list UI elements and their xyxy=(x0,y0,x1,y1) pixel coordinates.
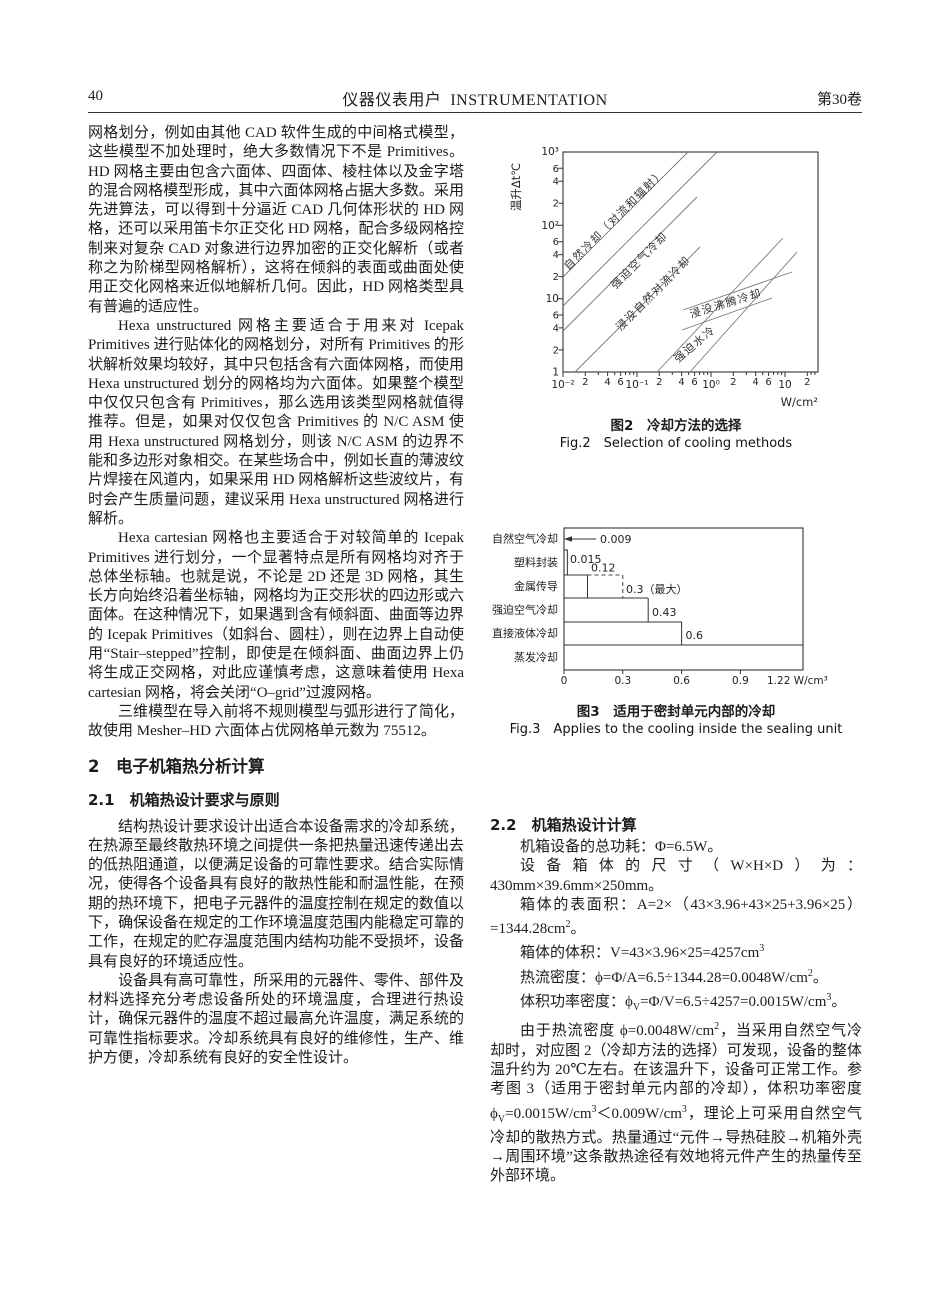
value-label: 0.3（最大） xyxy=(626,582,688,596)
paragraph-model-simplify: 三维模型在导入前将不规则模型与弧形进行了简化，故使用 Mesher–HD 六面体… xyxy=(88,703,464,740)
x-tick-label: 2 xyxy=(582,377,588,388)
section-2-2-heading: 2.2 机箱热设计计算 xyxy=(490,816,637,834)
figure2-caption-en: Fig.2 Selection of cooling methods xyxy=(559,436,793,451)
x-tick-label: 4 xyxy=(604,377,610,388)
x-tick-label: 6 xyxy=(765,377,771,388)
formula-surface-area: 箱体的表面积：A=2×（43×3.96+43×25+3.96×25）=1344.… xyxy=(490,896,862,938)
figure2-y-axis-label: 温升Δt℃ xyxy=(509,163,523,211)
y-tick-label: 6 xyxy=(553,164,559,175)
volume-label: 第30卷 xyxy=(816,92,862,108)
x-tick-label: 2 xyxy=(804,377,810,388)
x-tick-label: 10⁻² xyxy=(551,379,574,391)
formula-total-power: 机箱设备的总功耗：Φ=6.5W。 xyxy=(520,839,723,855)
value-label: 0.015 xyxy=(570,553,602,566)
y-tick-label: 4 xyxy=(553,323,559,334)
paragraph-reliability: 设备具有高可靠性，所采用的元器件、零件、部件及材料选择充分考虑设备所处的环境温度… xyxy=(88,972,464,1067)
journal-title-cn: 仪器仪表用户 xyxy=(342,92,442,109)
y-tick-label: 10 xyxy=(546,293,559,305)
x-tick-label: 0.9 xyxy=(732,675,749,687)
value-label: 0.43 xyxy=(652,606,677,619)
figure2-x-axis-label: W/cm² xyxy=(781,395,818,409)
figure3-x-axis-label: 1.22 W/cm³ xyxy=(767,675,828,687)
y-tick-label: 2 xyxy=(553,272,559,283)
paragraph-hexa-cartesian: Hexa cartesian 网格也主要适合于对较简单的 Icepak Prim… xyxy=(88,530,464,701)
region-label-forced-water: 强迫水冷 xyxy=(671,323,718,366)
paragraph-hexa-unstructured: Hexa unstructured 网格主要适合于用来对 Icepak Prim… xyxy=(88,317,464,527)
category-label: 直接液体冷却 xyxy=(492,626,558,640)
y-tick-label: 2 xyxy=(553,345,559,356)
page-number: 40 xyxy=(88,88,103,104)
figure3-dashed-max-line xyxy=(587,574,624,598)
section-2-heading: 2 电子机箱热分析计算 xyxy=(88,756,265,776)
category-label: 金属传导 xyxy=(514,579,558,593)
x-tick-label: 6 xyxy=(617,377,623,388)
x-tick-label: 2 xyxy=(656,377,662,388)
formula-heat-flux: 热流密度：ϕ=Φ/A=6.5÷1344.28=0.0048W/cm2。 xyxy=(520,967,828,986)
y-tick-label: 6 xyxy=(553,311,559,322)
paragraph-thermal-requirements: 结构热设计要求设计出适合本设备需求的冷却系统，在热源至最终散热环境之间提供一条把… xyxy=(88,818,464,970)
x-tick-label: 6 xyxy=(691,377,697,388)
figure2-y-tick-marks xyxy=(557,167,563,351)
y-tick-label: 10³ xyxy=(541,146,559,158)
x-tick-label: 4 xyxy=(678,377,684,388)
figure3-plot-frame xyxy=(563,527,804,671)
value-label: 0.6 xyxy=(686,629,704,642)
value-label: 0.009 xyxy=(600,533,632,546)
figure3-step-lines xyxy=(564,549,803,646)
category-label: 蒸发冷却 xyxy=(514,650,558,664)
figure2-x-tick-marks xyxy=(562,372,816,377)
x-tick-label: 10⁰ xyxy=(702,379,720,391)
journal-title-en: INSTRUMENTATION xyxy=(450,92,608,109)
category-label: 自然空气冷却 xyxy=(492,532,558,546)
x-tick-label: 10⁻¹ xyxy=(625,379,648,391)
section-2-2-body: 机箱设备的总功耗：Φ=6.5W。 设备箱体的尺寸（W×H×D）为：430mm×3… xyxy=(490,838,862,1187)
figure3-x-tick-marks xyxy=(563,670,741,674)
value-label: 0.12 xyxy=(591,562,616,575)
figure2-region-lines xyxy=(562,151,798,373)
x-tick-label: 2 xyxy=(730,377,736,388)
paragraph-mesh-hd: 网格划分，例如由其他 CAD 软件生成的中间格式模型，这些模型不加处理时，绝大多… xyxy=(88,125,464,315)
x-tick-label: 0.3 xyxy=(614,675,631,687)
header-rule xyxy=(88,112,862,113)
formula-dimensions: 设备箱体的尺寸（W×H×D）为：430mm×39.6mm×250mm。 xyxy=(490,858,862,894)
figure2-chart: 10³ 6 4 2 10² 6 4 2 10 6 4 2 1 10⁻² 2 4 … xyxy=(509,146,819,409)
right-column: 10³ 6 4 2 10² 6 4 2 10 6 4 2 1 10⁻² 2 4 … xyxy=(490,124,862,1284)
x-tick-label: 4 xyxy=(752,377,758,388)
y-tick-label: 4 xyxy=(553,250,559,261)
region-label-immersion-boiling: 浸没沸腾冷却 xyxy=(688,286,764,321)
paragraph-cooling-conclusion: 由于热流密度 ϕ=0.0048W/cm2，当采用自然空气冷却时，对应图 2（冷却… xyxy=(490,1021,862,1185)
category-label: 强迫空气冷却 xyxy=(492,603,558,617)
y-tick-label: 2 xyxy=(553,199,559,210)
figure3-caption-cn: 图3 适用于密封单元内部的冷却 xyxy=(576,704,776,720)
category-label: 塑料封装 xyxy=(514,555,558,569)
y-tick-label: 4 xyxy=(553,177,559,188)
figure3-chart: 自然空气冷却 塑料封装 金属传导 强迫空气冷却 直接液体冷却 蒸发冷却 0.00… xyxy=(492,527,828,687)
x-tick-label: 10 xyxy=(778,379,791,391)
figure2-caption-cn: 图2 冷却方法的选择 xyxy=(610,418,742,434)
figure3-arrow-head xyxy=(564,536,572,542)
figure3-caption-en: Fig.3 Applies to the cooling inside the … xyxy=(509,722,843,737)
x-tick-label: 0.6 xyxy=(673,675,690,687)
y-tick-label: 10² xyxy=(541,220,559,232)
journal-title: 仪器仪表用户 INSTRUMENTATION xyxy=(0,86,950,110)
formula-power-density: 体积功率密度：ϕV=Φ/V=6.5÷4257=0.0015W/cm3。 xyxy=(520,992,847,1014)
y-tick-label: 1 xyxy=(552,367,559,379)
left-column: 网格划分，例如由其他 CAD 软件生成的中间格式模型，这些模型不加处理时，绝大多… xyxy=(88,124,464,1068)
y-tick-label: 6 xyxy=(553,237,559,248)
formula-volume: 箱体的体积：V=43×3.96×25=4257cm3 xyxy=(520,943,765,962)
section-2-1-heading: 2.1 机箱热设计要求与原则 xyxy=(88,790,280,809)
x-tick-label: 0 xyxy=(561,675,568,687)
